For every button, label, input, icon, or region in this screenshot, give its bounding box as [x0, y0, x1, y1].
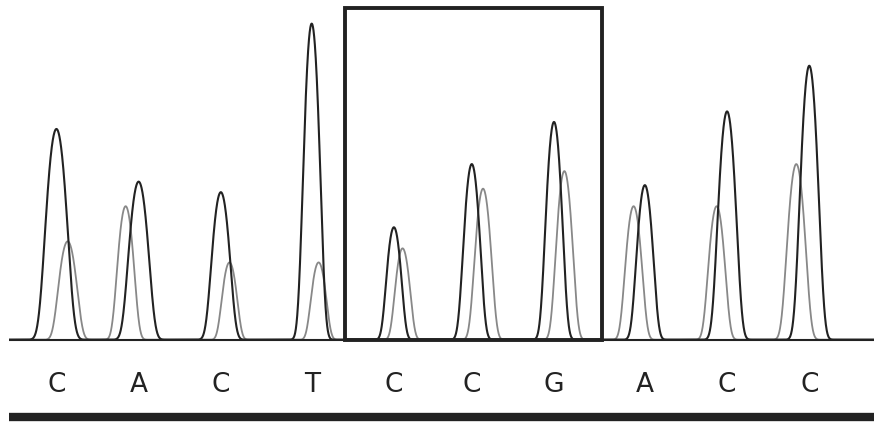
Text: C: C [718, 372, 736, 398]
Text: A: A [130, 372, 147, 398]
Text: C: C [385, 372, 404, 398]
Text: T: T [304, 372, 320, 398]
Bar [9, 341, 874, 412]
Bar [344, 8, 601, 341]
Text: A: A [636, 372, 653, 398]
Text: G: G [544, 372, 564, 398]
Text: C: C [47, 372, 65, 398]
Text: C: C [463, 372, 481, 398]
Text: C: C [212, 372, 230, 398]
Text: C: C [800, 372, 819, 398]
